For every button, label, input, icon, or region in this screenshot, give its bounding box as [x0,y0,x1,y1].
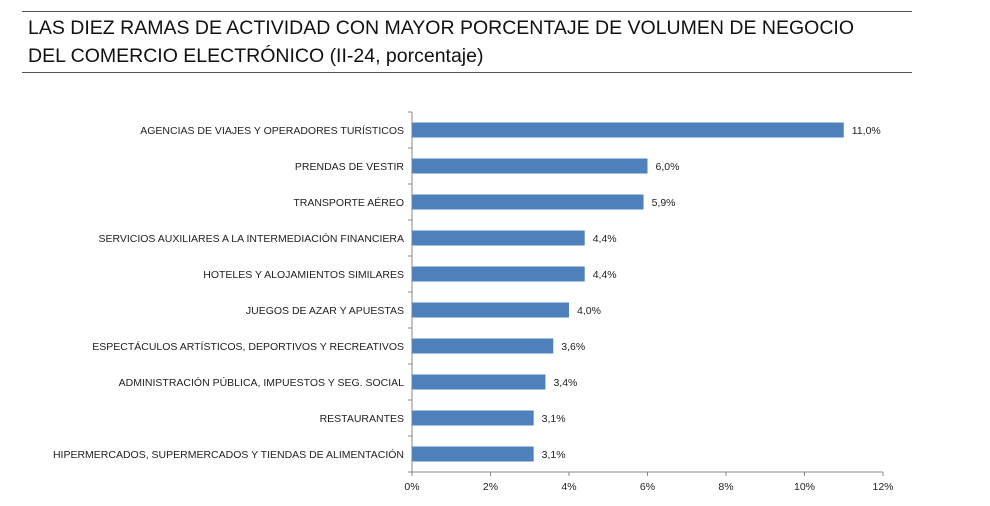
bar [412,302,569,318]
data-label: 4,4% [593,269,617,281]
x-tick-label: 6% [640,481,655,493]
title-top-rule [22,11,912,12]
category-label: PRENDAS DE VESTIR [295,161,405,173]
bar [412,266,585,282]
x-tick-label: 12% [872,481,893,493]
bar [412,158,648,174]
category-label: HIPERMERCADOS, SUPERMERCADOS Y TIENDAS D… [53,448,404,461]
data-label: 4,0% [577,305,601,317]
bar [412,446,534,462]
data-label: 3,6% [561,341,585,353]
bar [412,410,534,426]
bar [412,338,554,354]
category-label: RESTAURANTES [320,413,404,425]
bar [412,230,585,246]
chart-title-line-1: LAS DIEZ RAMAS DE ACTIVIDAD CON MAYOR PO… [28,17,854,39]
chart-title-line-2: DEL COMERCIO ELECTRÓNICO (II-24, porcent… [28,45,484,67]
category-label: TRANSPORTE AÉREO [293,196,404,209]
category-label: HOTELES Y ALOJAMIENTOS SIMILARES [203,269,404,281]
bar [412,374,546,390]
data-label: 6,0% [656,161,680,173]
data-label: 3,4% [553,377,577,389]
category-label: JUEGOS DE AZAR Y APUESTAS [246,305,404,317]
title-bottom-rule [22,72,912,73]
data-label: 4,4% [593,233,617,245]
category-label: ADMINISTRACIÓN PÚBLICA, IMPUESTOS Y SEG.… [119,376,404,389]
x-tick-label: 4% [561,481,576,493]
x-tick-label: 2% [483,481,498,493]
data-label: 11,0% [852,125,881,137]
data-label: 3,1% [542,413,566,425]
bar [412,122,844,138]
data-label: 5,9% [652,197,676,209]
bar [412,194,644,210]
chart-title: LAS DIEZ RAMAS DE ACTIVIDAD CON MAYOR PO… [28,14,918,70]
x-tick-label: 0% [404,481,419,493]
category-label: SERVICIOS AUXILIARES A LA INTERMEDIACIÓN… [98,232,404,245]
data-label: 3,1% [542,449,566,461]
category-label: AGENCIAS DE VIAJES Y OPERADORES TURÍSTIC… [140,124,404,137]
category-label: ESPECTÁCULOS ARTÍSTICOS, DEPORTIVOS Y RE… [92,340,404,353]
x-tick-label: 8% [718,481,733,493]
x-tick-label: 10% [794,481,815,493]
